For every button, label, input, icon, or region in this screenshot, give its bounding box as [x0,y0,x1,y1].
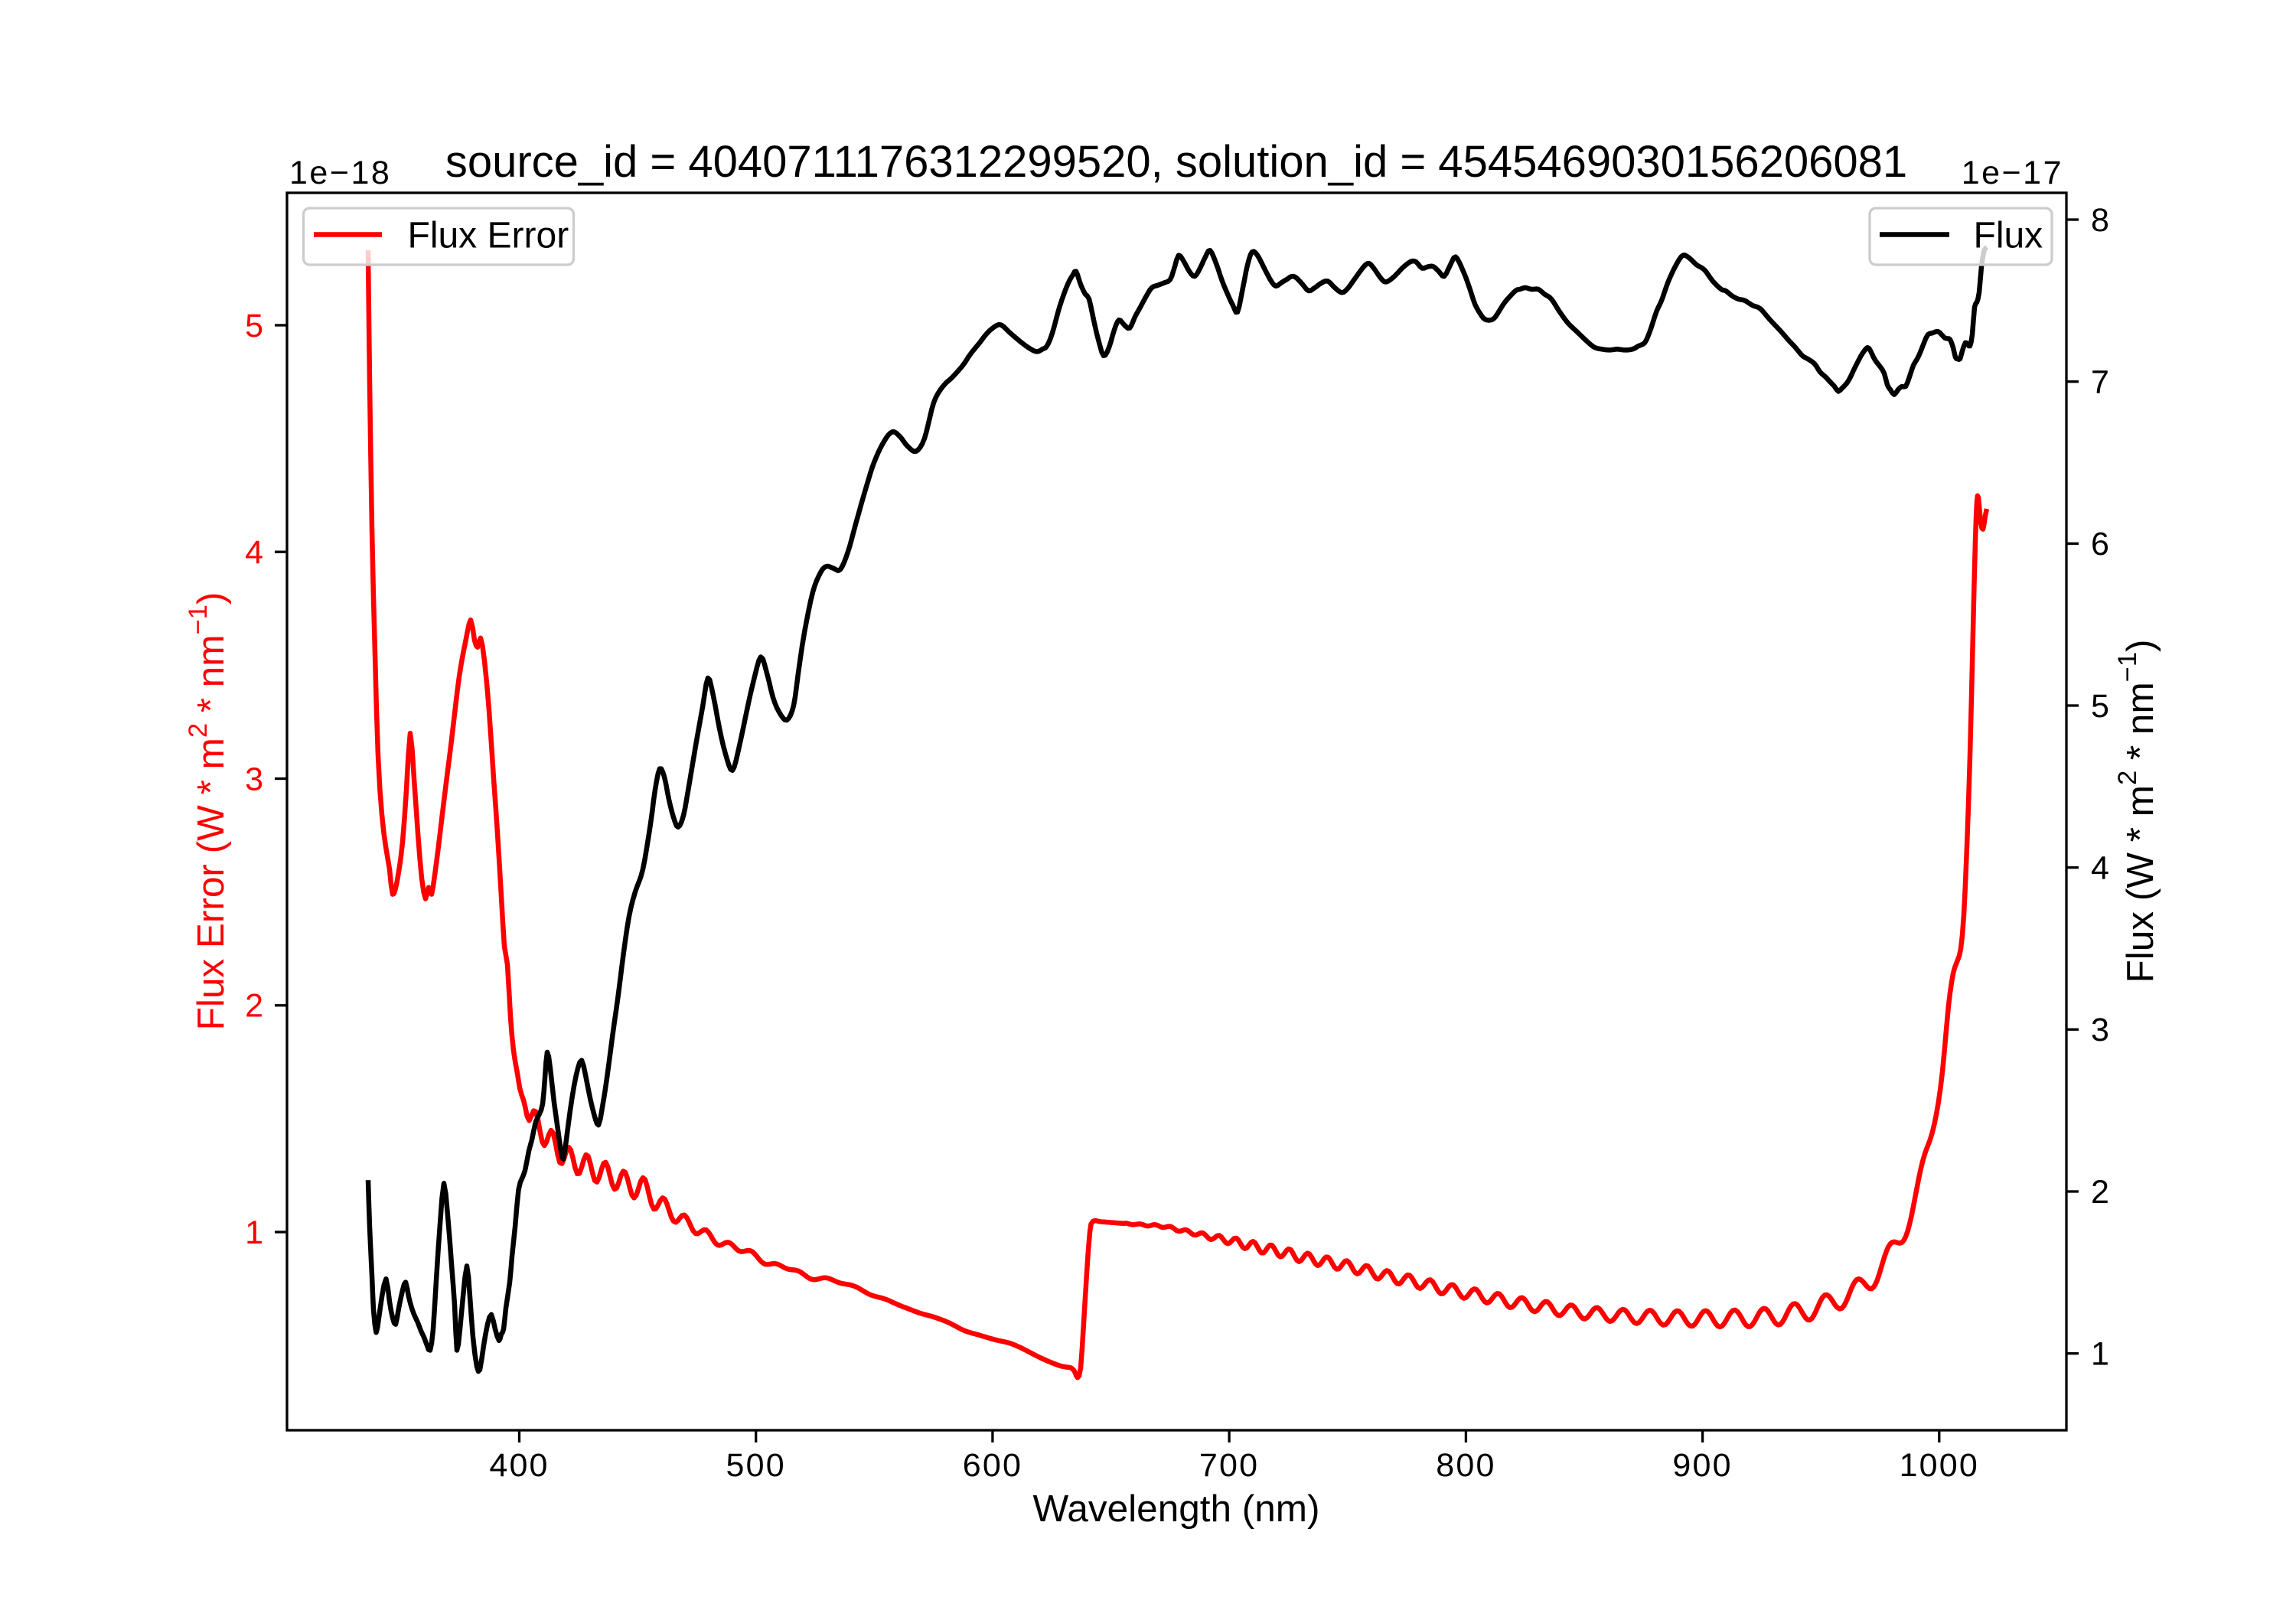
svg-text:4: 4 [245,534,263,571]
svg-text:7: 7 [2091,364,2109,401]
svg-text:4: 4 [2091,850,2109,887]
svg-text:8: 8 [2091,202,2109,239]
svg-text:1: 1 [2091,1336,2109,1373]
svg-text:500: 500 [726,1447,786,1484]
svg-text:3: 3 [245,761,263,797]
svg-text:Flux: Flux [1974,216,2043,256]
svg-text:3: 3 [2091,1012,2109,1048]
svg-text:400: 400 [489,1447,549,1484]
svg-text:1000: 1000 [1900,1447,1979,1484]
svg-text:source_id = 404071117631229952: source_id = 4040711176312299520, solutio… [445,137,1907,187]
svg-text:Flux Error (W * m2 * nm−1): Flux Error (W * m2 * nm−1) [184,592,232,1031]
svg-text:2: 2 [2091,1174,2109,1211]
svg-text:1e−18: 1e−18 [289,155,391,191]
svg-text:1e−17: 1e−17 [1962,155,2063,191]
svg-text:6: 6 [2091,526,2109,562]
svg-text:600: 600 [963,1447,1022,1484]
svg-text:Flux Error: Flux Error [408,216,569,256]
svg-text:700: 700 [1199,1447,1259,1484]
svg-text:800: 800 [1436,1447,1495,1484]
svg-text:Flux (W * m2 * nm−1): Flux (W * m2 * nm−1) [2113,639,2161,983]
svg-text:1: 1 [245,1214,263,1251]
svg-text:5: 5 [245,308,263,344]
svg-text:2: 2 [245,988,263,1025]
svg-text:900: 900 [1672,1447,1732,1484]
svg-text:5: 5 [2091,688,2109,725]
svg-text:Wavelength (nm): Wavelength (nm) [1032,1488,1319,1530]
